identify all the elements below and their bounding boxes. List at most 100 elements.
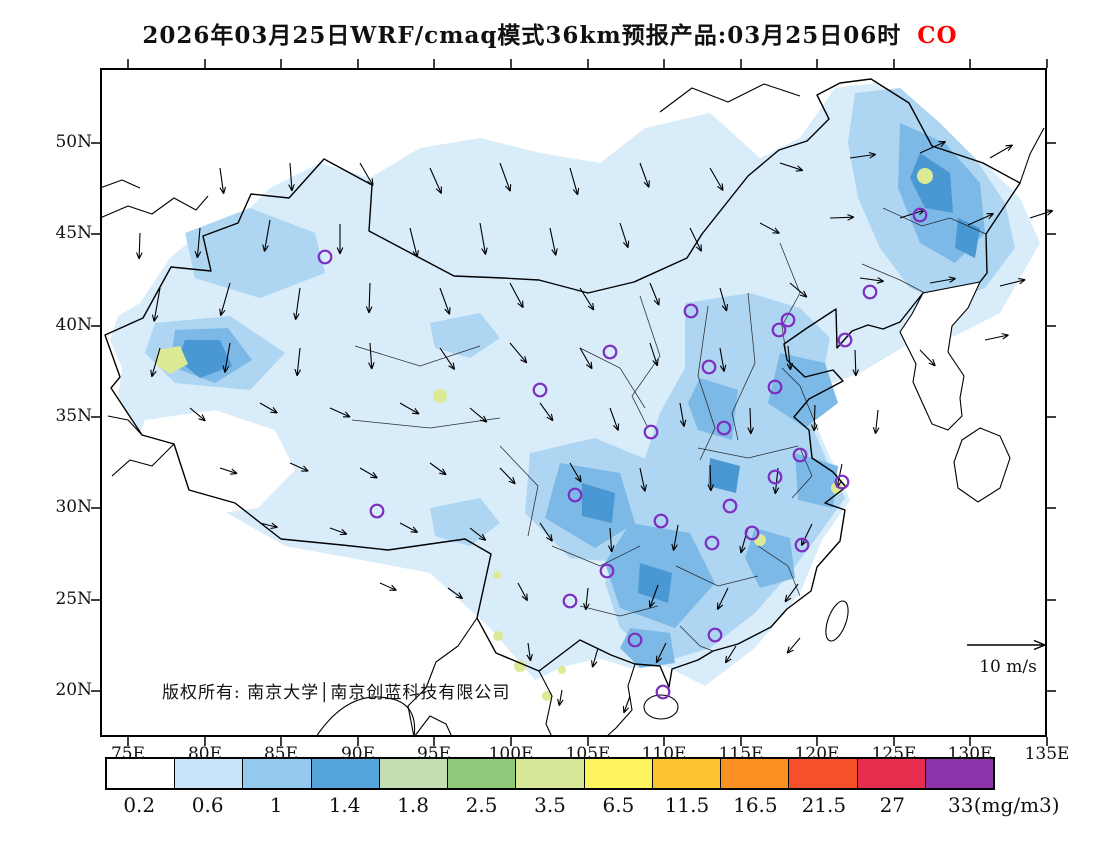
wind-vector-arrow: [639, 467, 647, 492]
wind-vector: [336, 224, 344, 255]
wind-vector: [779, 162, 804, 172]
contour-region: [638, 563, 672, 603]
wind-vector: [509, 342, 528, 364]
contour-region-green: [155, 346, 188, 374]
colorbar-label: 16.5: [733, 793, 778, 817]
contour-region-green: [514, 660, 526, 672]
wind-vector: [569, 462, 582, 483]
wind-vector-arrow: [219, 467, 238, 475]
wind-vector: [1029, 209, 1054, 219]
wind-vector-arrow: [219, 167, 227, 195]
wind-vector-arrow: [779, 162, 804, 172]
wind-vector-arrow: [469, 407, 488, 423]
wind-vector: [517, 582, 528, 602]
colorbar-unit: (mg/m3): [973, 793, 1060, 817]
wind-vector: [849, 151, 877, 159]
wind-vector: [549, 227, 558, 256]
contour-region: [688, 378, 738, 440]
wind-scale-arrow: [967, 639, 1046, 651]
contour-region: [708, 458, 740, 493]
wind-vector-arrow: [526, 642, 533, 662]
wind-vector-arrow: [655, 642, 667, 664]
contour-region-green: [542, 691, 552, 701]
wind-vector-arrow: [379, 582, 397, 591]
wind-vector: [639, 467, 647, 492]
russia-coast-line: [1019, 127, 1045, 184]
wind-vector: [716, 587, 729, 610]
wind-vector-arrow: [151, 287, 161, 322]
colorbar-label: 0.6: [191, 793, 224, 817]
colorbar: [105, 757, 995, 790]
province-boundary: [731, 292, 756, 441]
wind-vector: [789, 282, 808, 298]
province-boundary: [861, 263, 926, 294]
lon-label: 120E: [794, 744, 840, 764]
colorbar-label: 2.5: [465, 793, 498, 817]
wind-vector: [439, 347, 456, 371]
province-boundary: [354, 345, 481, 367]
wind-vector: [259, 402, 278, 414]
title-species: CO: [917, 22, 958, 49]
contour-region: [910, 153, 953, 213]
province-boundary: [631, 295, 661, 429]
wind-vector-arrow: [747, 407, 754, 435]
wind-vector-arrow: [259, 402, 278, 414]
wind-vector-arrow: [639, 162, 650, 188]
lat-label: 40N: [55, 315, 92, 335]
wind-vector-arrow: [136, 232, 143, 260]
wind-vector: [811, 404, 818, 432]
province-boundary: [697, 445, 799, 459]
station-circle: [369, 503, 385, 519]
contour-region: [582, 483, 615, 523]
station-circle: [602, 344, 618, 360]
station-circle: [722, 498, 738, 514]
wind-vector-arrow: [509, 342, 528, 364]
wind-vector-arrow: [429, 167, 442, 194]
province-boundary: [779, 242, 801, 361]
station-circle: [834, 474, 850, 490]
station-circle: [780, 312, 796, 328]
amur-river-line: [659, 83, 801, 113]
lon-label: 125E: [871, 744, 917, 764]
wind-vector: [365, 282, 373, 314]
wind-vector: [259, 522, 278, 530]
wind-vector-arrow: [439, 347, 456, 371]
indochina-border-line: [538, 670, 553, 738]
wind-vector-arrow: [671, 524, 679, 551]
wind-vector-arrow: [399, 522, 419, 533]
province-boundary: [551, 545, 641, 567]
wind-vector: [719, 347, 727, 372]
wind-vector: [150, 347, 161, 378]
wind-vector: [469, 527, 487, 541]
wind-vector-arrow: [509, 282, 524, 309]
colorbar-label: 11.5: [664, 793, 710, 817]
province-boundary: [351, 417, 501, 429]
wind-vector-arrow: [622, 695, 631, 714]
wind-vector: [429, 167, 442, 194]
lon-label: 130E: [947, 744, 993, 764]
station-circle: [532, 382, 548, 398]
wind-vector: [719, 287, 729, 312]
station-circle: [683, 303, 699, 319]
wind-vector: [288, 162, 295, 192]
wind-vector-arrow: [583, 587, 590, 611]
myanmar-coast: [407, 617, 478, 738]
station-circle: [653, 513, 669, 529]
wind-vector-arrow: [569, 167, 580, 196]
wind-vector-arrow: [288, 162, 295, 192]
wind-vector: [829, 214, 855, 221]
lon-label: 85E: [263, 744, 299, 764]
colorbar-label: 33: [948, 793, 974, 817]
colorbar-labels: 0.2 0.6 1 1.4 1.8 2.5 3.5 6.5 11.5 16.5 21.5 27 33 (m…: [105, 793, 1059, 819]
wind-vector-arrow: [859, 277, 885, 284]
china-border-path: [104, 78, 1021, 688]
province-boundary: [579, 347, 646, 409]
wind-vector-arrow: [429, 462, 447, 476]
station-circle: [643, 424, 659, 440]
wind-vector-arrow: [259, 522, 278, 530]
wind-vector: [786, 637, 801, 654]
wind-vector-arrow: [607, 527, 615, 553]
wind-vector: [329, 407, 351, 418]
hainan-island: [643, 694, 679, 720]
